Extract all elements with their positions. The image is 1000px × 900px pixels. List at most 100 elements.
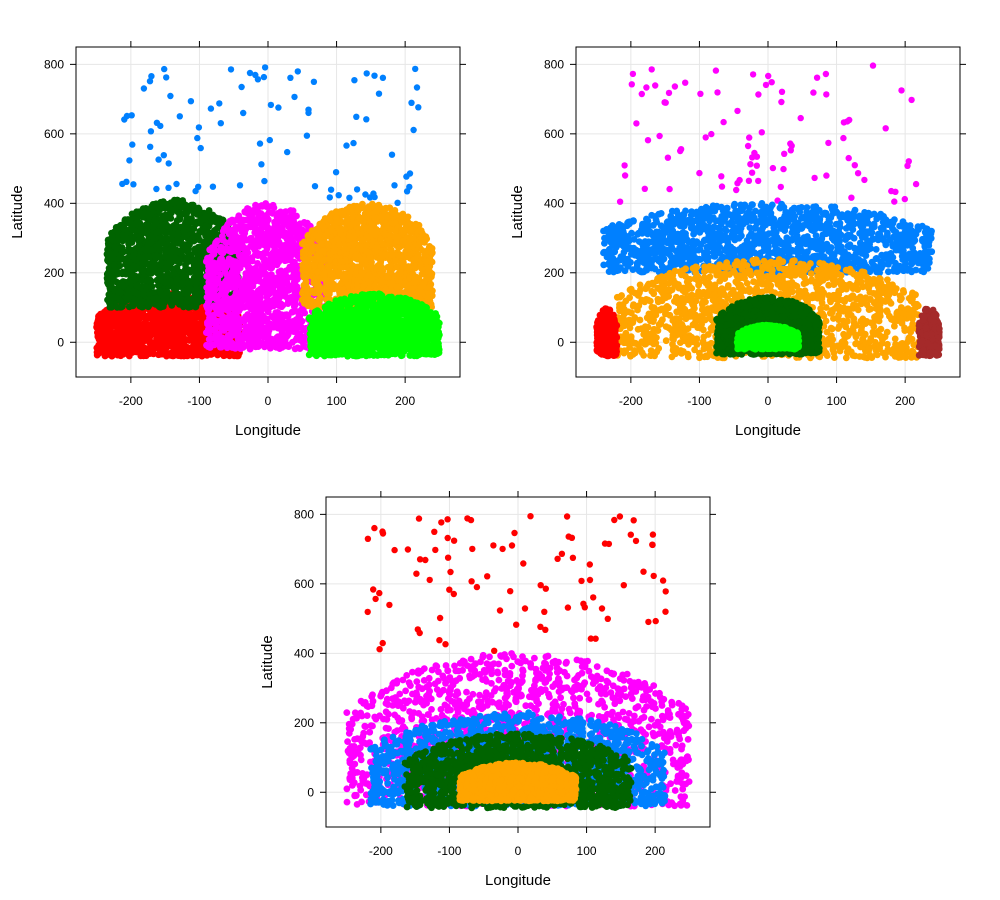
point (262, 270, 270, 278)
point (227, 311, 235, 319)
point (108, 234, 116, 242)
point (171, 350, 179, 358)
point (131, 263, 138, 271)
point (221, 264, 229, 272)
point (161, 279, 169, 286)
point (212, 214, 219, 221)
point (145, 213, 153, 221)
point (185, 280, 193, 288)
point (195, 207, 203, 214)
point (105, 291, 113, 298)
point (158, 227, 166, 235)
point (199, 245, 207, 253)
point (278, 249, 286, 257)
point (254, 287, 262, 294)
point (145, 299, 153, 307)
point (190, 233, 198, 240)
point (228, 218, 236, 226)
point (132, 315, 140, 322)
point (120, 282, 127, 290)
point (225, 255, 233, 263)
point (179, 279, 187, 286)
point (245, 281, 253, 289)
point (119, 302, 126, 310)
point (297, 337, 304, 344)
point (248, 212, 256, 220)
point (102, 314, 109, 322)
point (191, 319, 198, 326)
point (135, 332, 143, 340)
point (270, 204, 278, 212)
point (168, 244, 176, 252)
point (101, 351, 109, 359)
point (257, 322, 265, 330)
point (266, 342, 274, 350)
point (100, 345, 107, 352)
point (208, 314, 216, 322)
point (230, 264, 237, 272)
point (276, 268, 283, 276)
point (142, 283, 150, 291)
point (133, 218, 141, 226)
point (187, 286, 195, 294)
point (96, 326, 103, 333)
point (264, 279, 272, 287)
point (106, 344, 113, 352)
point (218, 303, 225, 311)
point (231, 247, 239, 255)
point (130, 276, 138, 284)
point (218, 282, 226, 290)
point (127, 246, 135, 254)
point (149, 266, 157, 274)
point (204, 272, 212, 280)
point (276, 345, 284, 352)
point (180, 303, 187, 311)
point (111, 242, 119, 250)
point (236, 264, 244, 272)
point (249, 289, 256, 297)
point (166, 342, 174, 349)
point (270, 323, 278, 331)
point (193, 279, 200, 286)
point (176, 297, 184, 304)
point (174, 275, 181, 283)
point (260, 304, 268, 312)
point (167, 214, 175, 222)
point (140, 259, 148, 267)
point (133, 348, 141, 356)
point (129, 235, 137, 243)
point (160, 349, 168, 357)
point (180, 352, 188, 360)
point (287, 218, 295, 226)
point (107, 281, 115, 289)
point (285, 233, 293, 241)
point (183, 210, 190, 218)
point (249, 314, 257, 322)
point (99, 335, 107, 343)
point (295, 321, 303, 329)
point (172, 220, 180, 228)
point (118, 244, 126, 251)
point (150, 350, 157, 358)
point (190, 267, 198, 275)
point (217, 247, 224, 255)
point (268, 313, 276, 320)
point (148, 203, 155, 210)
point (264, 331, 271, 339)
point (272, 290, 279, 298)
point (137, 322, 145, 329)
point (203, 235, 211, 243)
point (105, 267, 113, 275)
point (185, 329, 193, 337)
point (136, 302, 144, 310)
point (128, 301, 136, 309)
point (144, 277, 152, 284)
point (108, 335, 115, 342)
point (121, 256, 129, 263)
point (114, 336, 122, 344)
point (278, 214, 286, 221)
point (131, 288, 139, 296)
point (168, 206, 176, 214)
point (117, 348, 125, 356)
